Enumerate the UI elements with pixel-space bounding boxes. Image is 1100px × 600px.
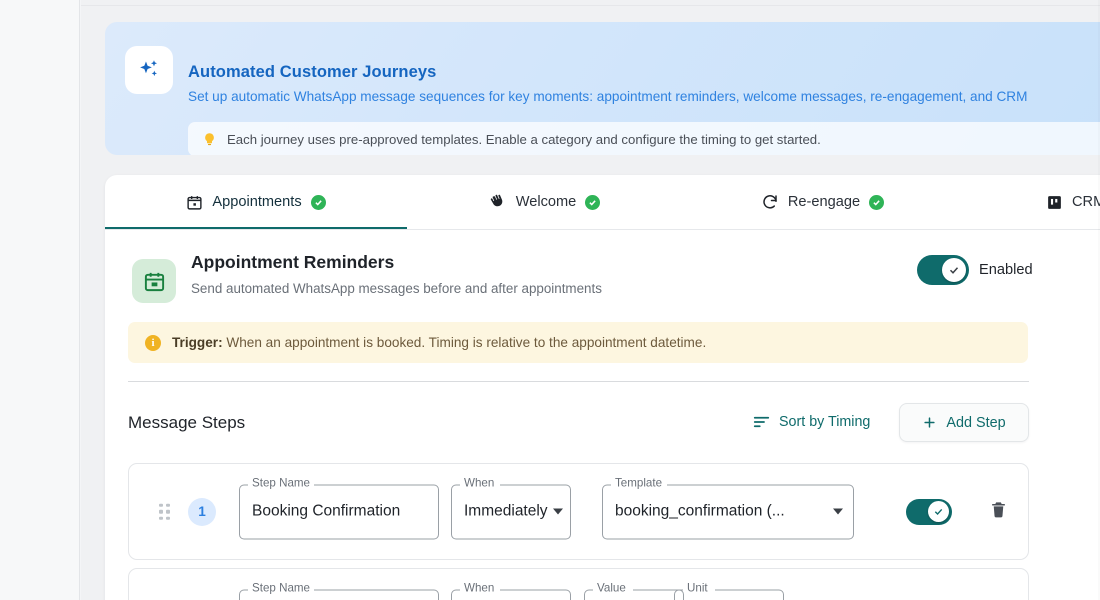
when-value: Immediately bbox=[464, 502, 548, 520]
tab-label-appointments: Appointments bbox=[212, 194, 302, 210]
when-select[interactable]: When Immediately bbox=[451, 476, 571, 539]
page-subtitle: Send automated WhatsApp messages before … bbox=[191, 281, 602, 296]
step-name-label: Step Name bbox=[250, 476, 312, 489]
table-row[interactable]: 1 Step Name Booking Confirmation When Im… bbox=[128, 463, 1029, 560]
message-steps-heading: Message Steps bbox=[128, 413, 246, 432]
journey-tabbar: Appointments Welcome Re-engage bbox=[105, 175, 1100, 230]
step-name-field[interactable]: Step Name bbox=[239, 581, 439, 600]
chevron-down-icon bbox=[553, 508, 563, 515]
trigger-detail: When an appointment is booked. Timing is… bbox=[226, 335, 707, 350]
chevron-down-icon bbox=[833, 508, 843, 515]
page-top-strip bbox=[81, 0, 1100, 6]
sort-icon bbox=[753, 416, 770, 428]
check-circle-icon bbox=[585, 194, 601, 210]
delete-step-button[interactable] bbox=[989, 499, 1008, 525]
wave-hand-icon bbox=[490, 194, 503, 206]
automated-journeys-banner: Automated Customer Journeys Set up autom… bbox=[105, 22, 1100, 155]
toggle-knob bbox=[928, 501, 949, 522]
template-select[interactable]: Template booking_confirmation (... bbox=[602, 476, 854, 539]
sparkles-icon bbox=[125, 46, 173, 94]
trash-icon bbox=[992, 501, 1005, 517]
unit-label: Unit bbox=[685, 581, 710, 594]
kanban-icon bbox=[1048, 195, 1061, 209]
drag-handle-icon[interactable] bbox=[159, 503, 170, 520]
enable-toggle-group[interactable]: Enabled bbox=[917, 255, 1033, 285]
step-name-field[interactable]: Step Name Booking Confirmation bbox=[239, 476, 439, 539]
value-label: Value bbox=[595, 581, 628, 594]
sort-by-timing-label: Sort by Timing bbox=[779, 414, 871, 430]
check-circle-icon bbox=[869, 194, 885, 210]
step-enable-toggle[interactable] bbox=[906, 498, 952, 525]
step-name-label: Step Name bbox=[250, 581, 312, 594]
trigger-text: Trigger: When an appointment is booked. … bbox=[172, 335, 706, 350]
tab-label-crm: CRM bbox=[1072, 194, 1100, 210]
info-icon: i bbox=[145, 334, 161, 351]
section-divider bbox=[128, 381, 1029, 382]
enable-toggle[interactable] bbox=[917, 255, 969, 285]
calendar-green-icon bbox=[132, 259, 176, 303]
banner-subtitle: Set up automatic WhatsApp message sequen… bbox=[188, 89, 1028, 104]
unit-select[interactable]: Unit bbox=[674, 581, 784, 600]
when-select[interactable]: When bbox=[451, 581, 571, 600]
plus-icon bbox=[924, 417, 936, 428]
trigger-label: Trigger: bbox=[172, 335, 223, 350]
step-name-value: Booking Confirmation bbox=[252, 502, 401, 520]
when-label: When bbox=[462, 476, 497, 489]
page-left-gutter bbox=[0, 0, 80, 600]
calendar-icon bbox=[187, 195, 202, 210]
step-number: 1 bbox=[188, 497, 216, 526]
add-step-label: Add Step bbox=[946, 414, 1006, 431]
tab-label-welcome: Welcome bbox=[515, 194, 577, 210]
enable-toggle-label: Enabled bbox=[979, 262, 1033, 278]
add-step-button[interactable]: Add Step bbox=[899, 403, 1029, 442]
tab-label-re-engage: Re-engage bbox=[787, 194, 861, 210]
tab-appointments[interactable]: Appointments bbox=[105, 175, 407, 229]
tab-re-engage[interactable]: Re-engage bbox=[681, 175, 964, 229]
active-tab-underline bbox=[105, 226, 407, 229]
lightbulb-icon bbox=[205, 132, 214, 145]
step-enable-toggle-wrap[interactable] bbox=[906, 498, 952, 525]
banner-title: Automated Customer Journeys bbox=[188, 63, 437, 81]
toggle-knob bbox=[942, 258, 966, 282]
template-value: booking_confirmation (... bbox=[615, 502, 785, 520]
template-label: Template bbox=[613, 476, 665, 489]
sort-by-timing-button[interactable]: Sort by Timing bbox=[753, 414, 870, 430]
banner-note-text: Each journey uses pre-approved templates… bbox=[227, 131, 821, 147]
tab-crm[interactable]: CRM bbox=[964, 175, 1100, 229]
trigger-banner: i Trigger: When an appointment is booked… bbox=[128, 322, 1028, 363]
value-field[interactable]: Value bbox=[584, 581, 684, 600]
table-row[interactable]: 2 Step Name When Value bbox=[128, 568, 1029, 600]
journey-card: Appointments Welcome Re-engage bbox=[105, 175, 1100, 600]
refresh-icon bbox=[763, 195, 777, 209]
when-label: When bbox=[462, 581, 497, 594]
tab-welcome[interactable]: Welcome bbox=[407, 175, 681, 229]
page-title: Appointment Reminders bbox=[191, 252, 395, 272]
check-circle-icon bbox=[310, 194, 326, 210]
banner-note: Each journey uses pre-approved templates… bbox=[188, 122, 1100, 155]
